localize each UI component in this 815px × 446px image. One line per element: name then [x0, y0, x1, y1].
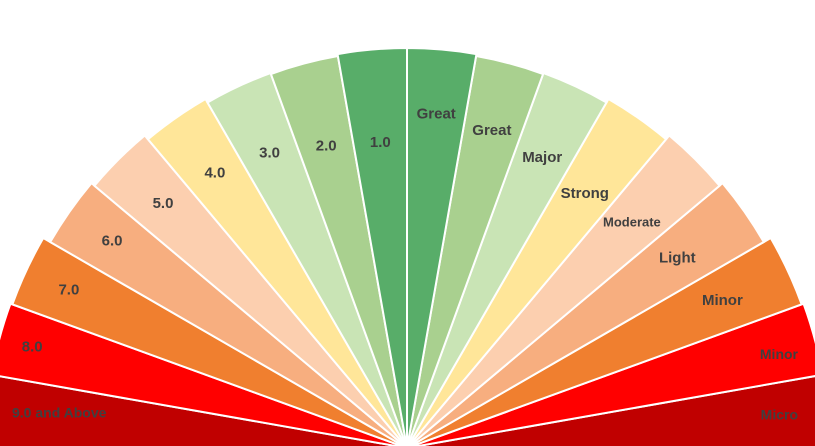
right-segment-3 — [408, 236, 803, 446]
left-segment-7 — [206, 71, 408, 446]
left-label-9: 1.0 — [370, 134, 391, 151]
left-label-6: 4.0 — [204, 165, 225, 182]
right-label-5: Moderate — [603, 215, 661, 230]
left-segment-6 — [146, 97, 408, 446]
right-label-2: Minor — [760, 346, 799, 362]
left-segment-3 — [11, 236, 406, 446]
right-label-9: Great — [417, 105, 456, 122]
right-label-4: Light — [659, 250, 696, 267]
left-label-2: 8.0 — [22, 339, 43, 356]
right-label-3: Minor — [702, 292, 743, 309]
left-label-8: 2.0 — [316, 138, 337, 155]
left-label-7: 3.0 — [259, 144, 280, 161]
left-label-1: 9.0 and Above — [12, 405, 107, 421]
left-segment-5 — [93, 134, 407, 446]
right-label-6: Strong — [561, 185, 609, 202]
left-label-4: 6.0 — [102, 232, 123, 249]
right-segment-6 — [406, 97, 668, 446]
segments-group — [0, 46, 815, 446]
right-segment-9 — [406, 46, 478, 446]
right-segment-7 — [406, 71, 608, 446]
labels-group: 9.0 and Above Micro 8.0 Minor 7.0 Minor 6.0 Lig… — [12, 105, 799, 422]
left-segment-4 — [48, 181, 407, 446]
left-label-5: 5.0 — [153, 195, 174, 212]
right-label-8: Great — [472, 122, 511, 139]
right-label-7: Major — [522, 149, 562, 166]
right-label-1: Micro — [761, 406, 798, 422]
right-segment-4 — [407, 181, 766, 446]
right-segment-5 — [407, 134, 721, 446]
left-label-3: 7.0 — [58, 281, 79, 298]
right-segment-1 — [412, 375, 815, 446]
